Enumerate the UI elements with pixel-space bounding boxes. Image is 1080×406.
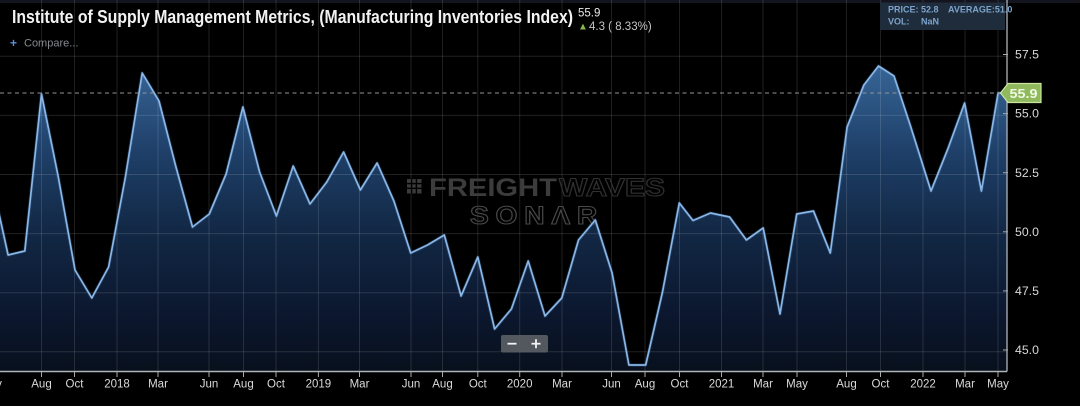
svg-text:FREIGHT: FREIGHT — [429, 174, 557, 202]
svg-text:55.9: 55.9 — [1010, 86, 1038, 101]
svg-text:Aug: Aug — [233, 379, 253, 391]
svg-text:Mar: Mar — [350, 379, 370, 391]
svg-text:2018: 2018 — [104, 379, 130, 391]
svg-text:Oct: Oct — [872, 379, 891, 391]
svg-text:Oct: Oct — [66, 379, 85, 391]
svg-text:▲: ▲ — [578, 22, 588, 33]
svg-text:2019: 2019 — [306, 379, 332, 391]
svg-text:2022: 2022 — [910, 379, 936, 391]
svg-text:NaN: NaN — [921, 17, 939, 27]
svg-text:Oct: Oct — [671, 379, 690, 391]
svg-text:PRICE:: PRICE: — [888, 5, 919, 15]
svg-text:WAVES: WAVES — [559, 174, 665, 202]
svg-text:Aug: Aug — [31, 379, 51, 391]
svg-text:Oct: Oct — [469, 379, 488, 391]
svg-text:52.8: 52.8 — [921, 5, 939, 15]
svg-text:Aug: Aug — [635, 379, 655, 391]
svg-text:57.5: 57.5 — [1015, 48, 1039, 62]
svg-text:47.5: 47.5 — [1015, 284, 1039, 298]
svg-text:VOL:: VOL: — [888, 17, 910, 27]
svg-text:Compare...: Compare... — [24, 38, 78, 50]
svg-text:52.5: 52.5 — [1015, 166, 1039, 180]
svg-text:45.0: 45.0 — [1015, 343, 1039, 357]
svg-text:Aug: Aug — [836, 379, 856, 391]
svg-text:Aug: Aug — [432, 379, 452, 391]
svg-text:Oct: Oct — [267, 379, 286, 391]
svg-text:Mar: Mar — [148, 379, 168, 391]
svg-text:AVERAGE:51.0: AVERAGE:51.0 — [948, 5, 1012, 15]
svg-text:Jun: Jun — [200, 379, 219, 391]
svg-text:SONΛR: SONΛR — [470, 202, 604, 230]
svg-text:50.0: 50.0 — [1015, 225, 1039, 239]
svg-text:Institute of Supply Management: Institute of Supply Management Metrics, … — [12, 6, 573, 27]
svg-text:May: May — [0, 379, 2, 391]
svg-text:Mar: Mar — [955, 379, 975, 391]
svg-text:Jun: Jun — [402, 379, 421, 391]
svg-text:Mar: Mar — [753, 379, 773, 391]
svg-text:2020: 2020 — [507, 379, 533, 391]
svg-text:May: May — [786, 379, 808, 391]
svg-text:55.0: 55.0 — [1015, 107, 1039, 121]
svg-text:Mar: Mar — [552, 379, 572, 391]
svg-text:55.9: 55.9 — [578, 8, 600, 20]
svg-text:+: + — [10, 36, 17, 50]
svg-text:2021: 2021 — [709, 379, 735, 391]
svg-text:May: May — [987, 379, 1009, 391]
svg-text:Jun: Jun — [602, 379, 621, 391]
svg-text:4.3 ( 8.33%): 4.3 ( 8.33%) — [589, 21, 652, 33]
